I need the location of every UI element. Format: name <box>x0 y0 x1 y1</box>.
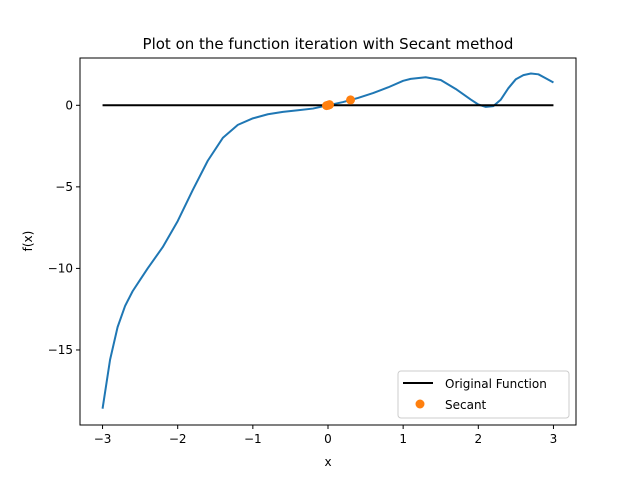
legend-box <box>397 370 570 419</box>
x-tick-label: −3 <box>94 432 112 446</box>
secant-point <box>323 100 333 110</box>
x-tick-label: −1 <box>244 432 262 446</box>
y-tick-label: 0 <box>65 98 73 112</box>
chart-title: Plot on the function iteration with Seca… <box>143 35 514 53</box>
plot-frame <box>79 57 577 426</box>
legend: Original Function Secant <box>397 370 570 419</box>
x-tick-label: 0 <box>324 432 332 446</box>
y-axis-label: f(x) <box>21 231 35 252</box>
x-axis: −3 −2 −1 0 1 2 3 <box>94 425 558 446</box>
y-tick-label: −10 <box>48 261 73 275</box>
secant-point <box>346 95 356 105</box>
x-tick-label: 1 <box>399 432 407 446</box>
legend-entry-secant: Secant <box>445 398 487 412</box>
plot-area <box>101 72 554 409</box>
x-tick-label: −2 <box>169 432 187 446</box>
function-curve <box>101 72 554 409</box>
y-axis: −15 −10 −5 0 <box>48 98 80 357</box>
legend-entry-original-function: Original Function <box>445 377 547 391</box>
y-tick-label: −5 <box>55 180 73 194</box>
x-tick-label: 2 <box>474 432 482 446</box>
y-tick-label: −15 <box>48 343 73 357</box>
x-tick-label: 3 <box>550 432 558 446</box>
x-axis-label: x <box>324 455 331 469</box>
legend-marker-swatch <box>415 399 425 409</box>
